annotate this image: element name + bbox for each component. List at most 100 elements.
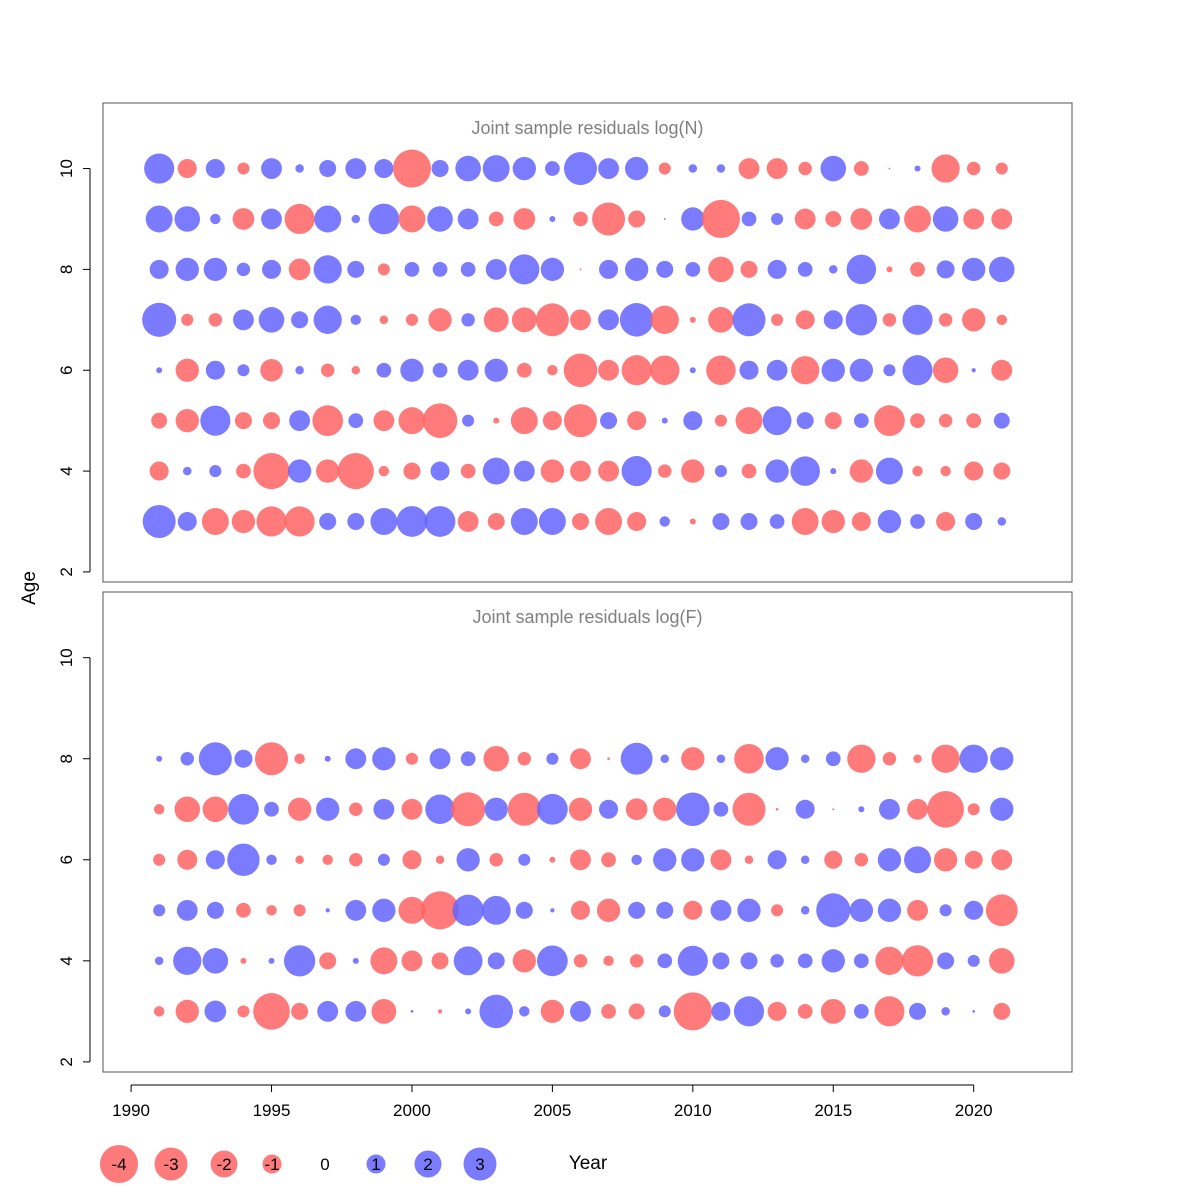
bubble [493, 417, 500, 424]
bubble [708, 256, 734, 283]
bubble [253, 452, 290, 490]
bubble [457, 359, 479, 381]
y-tick-label: 8 [57, 754, 76, 763]
bubble [425, 794, 455, 825]
bubble [156, 755, 163, 762]
bubble [941, 1007, 950, 1016]
bubble [849, 358, 874, 382]
bubble [515, 901, 533, 919]
bubble [370, 508, 398, 535]
bubble [428, 308, 452, 332]
bubble [659, 516, 670, 527]
bubble [658, 1005, 671, 1018]
bubble [824, 850, 843, 869]
bubble [599, 259, 619, 279]
bubble [937, 952, 955, 970]
bubble [661, 417, 668, 424]
bubble [347, 512, 365, 531]
bubble [540, 257, 565, 282]
y-axis-label: Age [19, 571, 40, 605]
bubble [853, 953, 869, 969]
bubble [483, 307, 509, 333]
legend-label: 3 [475, 1155, 484, 1174]
bubble [966, 161, 981, 176]
bubble [457, 511, 479, 532]
bubble [401, 950, 423, 972]
bubble [208, 313, 223, 327]
bubble [288, 258, 311, 281]
bubble [513, 460, 535, 482]
bubble [258, 307, 285, 333]
bubble [910, 514, 925, 529]
bubble [681, 459, 705, 483]
bubble [345, 1000, 367, 1022]
bubble [295, 365, 304, 375]
bubble [400, 358, 424, 382]
bubble [913, 754, 922, 763]
bubble [794, 208, 816, 230]
bubble [489, 853, 503, 867]
bubble [451, 792, 486, 827]
bubble [175, 358, 199, 382]
bubble [910, 413, 925, 429]
x-tick-label: 1995 [253, 1101, 291, 1120]
bubble [570, 309, 591, 331]
bubble [485, 258, 507, 280]
bubble [205, 360, 225, 380]
bubble [901, 945, 934, 977]
bubble [316, 459, 340, 483]
bubble [765, 459, 789, 483]
bubble [154, 956, 164, 966]
bubble [325, 908, 330, 913]
bubble [993, 412, 1010, 429]
bubbles [142, 149, 1015, 538]
bubble [177, 849, 198, 870]
bubble [237, 162, 250, 175]
bubble [849, 898, 874, 922]
bubble [518, 853, 531, 866]
bubble [317, 1000, 339, 1022]
bubble [177, 511, 197, 532]
bubble [767, 1001, 787, 1021]
bubble [927, 790, 964, 828]
bubble [253, 993, 290, 1030]
bubble [372, 747, 396, 771]
bubble [481, 895, 511, 925]
bubble [820, 998, 846, 1024]
bubble [933, 848, 958, 872]
bubble [797, 953, 813, 969]
bubble [517, 752, 532, 766]
bubble [183, 466, 192, 476]
bubble [739, 360, 759, 380]
bubble [545, 161, 560, 176]
bubble [629, 954, 644, 968]
bubble [596, 898, 621, 922]
bubble [153, 904, 166, 917]
bubble [701, 199, 740, 239]
bubble [153, 804, 165, 815]
bubble [656, 901, 674, 919]
bubble [313, 305, 342, 334]
bubble [482, 155, 510, 183]
bubble [424, 506, 456, 537]
bubble [437, 1009, 443, 1014]
bubble [314, 205, 342, 233]
bubble [733, 996, 765, 1027]
bubble [824, 412, 842, 430]
bubble [938, 413, 953, 428]
bubble [156, 367, 163, 374]
legend-label: 2 [423, 1155, 432, 1174]
bubble [573, 954, 588, 968]
bubble [455, 155, 481, 182]
legend-item: 1 [366, 1154, 386, 1174]
bubble [766, 158, 788, 179]
bubble [175, 257, 199, 282]
bubble [519, 1006, 530, 1017]
bubble [737, 898, 761, 922]
x-tick-label: 2015 [814, 1101, 852, 1120]
bubble [234, 749, 253, 768]
bubble [570, 460, 591, 482]
bubble [592, 202, 626, 236]
bubble [874, 996, 905, 1027]
